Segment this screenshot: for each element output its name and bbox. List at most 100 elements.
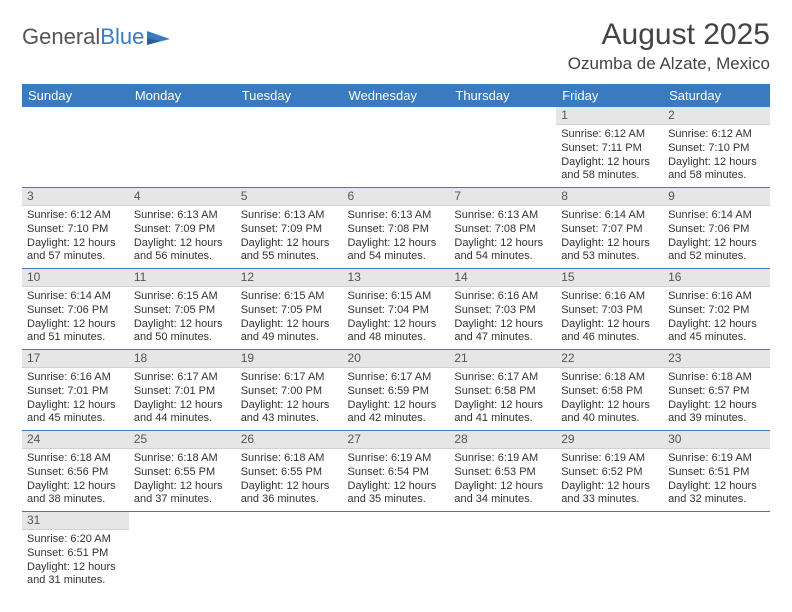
- calendar-day-cell: 28Sunrise: 6:19 AMSunset: 6:53 PMDayligh…: [449, 431, 556, 512]
- daylight-line: Daylight: 12 hours and 52 minutes.: [668, 237, 765, 265]
- daylight-line: Daylight: 12 hours and 42 minutes.: [348, 399, 445, 427]
- day-details: Sunrise: 6:19 AMSunset: 6:52 PMDaylight:…: [556, 449, 663, 511]
- calendar-empty-cell: [236, 107, 343, 188]
- sunset-line: Sunset: 7:09 PM: [241, 223, 338, 237]
- sunset-line: Sunset: 7:04 PM: [348, 304, 445, 318]
- calendar-day-cell: 9Sunrise: 6:14 AMSunset: 7:06 PMDaylight…: [663, 188, 770, 269]
- sunrise-line: Sunrise: 6:15 AM: [241, 290, 338, 304]
- calendar-day-cell: 3Sunrise: 6:12 AMSunset: 7:10 PMDaylight…: [22, 188, 129, 269]
- day-details: Sunrise: 6:16 AMSunset: 7:01 PMDaylight:…: [22, 368, 129, 430]
- calendar-empty-cell: [449, 512, 556, 593]
- day-details: Sunrise: 6:16 AMSunset: 7:02 PMDaylight:…: [663, 287, 770, 349]
- sunrise-line: Sunrise: 6:19 AM: [348, 452, 445, 466]
- day-number: 19: [236, 350, 343, 368]
- sunset-line: Sunset: 6:59 PM: [348, 385, 445, 399]
- sunset-line: Sunset: 6:55 PM: [241, 466, 338, 480]
- page-header: GeneralBlue August 2025 Ozumba de Alzate…: [22, 18, 770, 74]
- sunset-line: Sunset: 7:02 PM: [668, 304, 765, 318]
- day-details: Sunrise: 6:15 AMSunset: 7:05 PMDaylight:…: [129, 287, 236, 349]
- day-details: Sunrise: 6:15 AMSunset: 7:04 PMDaylight:…: [343, 287, 450, 349]
- location: Ozumba de Alzate, Mexico: [568, 54, 770, 74]
- day-number: 24: [22, 431, 129, 449]
- day-details: Sunrise: 6:13 AMSunset: 7:08 PMDaylight:…: [449, 206, 556, 268]
- sunrise-line: Sunrise: 6:19 AM: [668, 452, 765, 466]
- daylight-line: Daylight: 12 hours and 48 minutes.: [348, 318, 445, 346]
- sunrise-line: Sunrise: 6:14 AM: [668, 209, 765, 223]
- calendar-empty-cell: [343, 107, 450, 188]
- calendar-day-cell: 17Sunrise: 6:16 AMSunset: 7:01 PMDayligh…: [22, 350, 129, 431]
- sunset-line: Sunset: 7:00 PM: [241, 385, 338, 399]
- calendar-day-cell: 18Sunrise: 6:17 AMSunset: 7:01 PMDayligh…: [129, 350, 236, 431]
- day-number: 8: [556, 188, 663, 206]
- sunrise-line: Sunrise: 6:15 AM: [348, 290, 445, 304]
- sunrise-line: Sunrise: 6:17 AM: [454, 371, 551, 385]
- calendar-day-cell: 13Sunrise: 6:15 AMSunset: 7:04 PMDayligh…: [343, 269, 450, 350]
- calendar-day-cell: 14Sunrise: 6:16 AMSunset: 7:03 PMDayligh…: [449, 269, 556, 350]
- day-number: 20: [343, 350, 450, 368]
- logo-text-blue: Blue: [100, 24, 144, 50]
- weekday-header: Sunday: [22, 84, 129, 107]
- day-number: 30: [663, 431, 770, 449]
- sunset-line: Sunset: 7:11 PM: [561, 142, 658, 156]
- calendar-day-cell: 12Sunrise: 6:15 AMSunset: 7:05 PMDayligh…: [236, 269, 343, 350]
- daylight-line: Daylight: 12 hours and 34 minutes.: [454, 480, 551, 508]
- calendar-day-cell: 26Sunrise: 6:18 AMSunset: 6:55 PMDayligh…: [236, 431, 343, 512]
- day-number: 23: [663, 350, 770, 368]
- daylight-line: Daylight: 12 hours and 58 minutes.: [668, 156, 765, 184]
- day-number: 14: [449, 269, 556, 287]
- daylight-line: Daylight: 12 hours and 33 minutes.: [561, 480, 658, 508]
- sunset-line: Sunset: 7:05 PM: [241, 304, 338, 318]
- sunset-line: Sunset: 6:54 PM: [348, 466, 445, 480]
- daylight-line: Daylight: 12 hours and 50 minutes.: [134, 318, 231, 346]
- sunset-line: Sunset: 7:01 PM: [27, 385, 124, 399]
- sunrise-line: Sunrise: 6:20 AM: [27, 533, 124, 547]
- sunrise-line: Sunrise: 6:13 AM: [134, 209, 231, 223]
- calendar-day-cell: 30Sunrise: 6:19 AMSunset: 6:51 PMDayligh…: [663, 431, 770, 512]
- day-details: Sunrise: 6:20 AMSunset: 6:51 PMDaylight:…: [22, 530, 129, 592]
- calendar-week-row: 1Sunrise: 6:12 AMSunset: 7:11 PMDaylight…: [22, 107, 770, 188]
- daylight-line: Daylight: 12 hours and 54 minutes.: [454, 237, 551, 265]
- sunset-line: Sunset: 7:10 PM: [668, 142, 765, 156]
- daylight-line: Daylight: 12 hours and 41 minutes.: [454, 399, 551, 427]
- daylight-line: Daylight: 12 hours and 53 minutes.: [561, 237, 658, 265]
- daylight-line: Daylight: 12 hours and 46 minutes.: [561, 318, 658, 346]
- day-number: 31: [22, 512, 129, 530]
- day-details: Sunrise: 6:18 AMSunset: 6:55 PMDaylight:…: [236, 449, 343, 511]
- daylight-line: Daylight: 12 hours and 47 minutes.: [454, 318, 551, 346]
- sunset-line: Sunset: 6:56 PM: [27, 466, 124, 480]
- calendar-week-row: 31Sunrise: 6:20 AMSunset: 6:51 PMDayligh…: [22, 512, 770, 593]
- day-number: 5: [236, 188, 343, 206]
- day-details: Sunrise: 6:16 AMSunset: 7:03 PMDaylight:…: [556, 287, 663, 349]
- day-details: Sunrise: 6:13 AMSunset: 7:09 PMDaylight:…: [236, 206, 343, 268]
- calendar-empty-cell: [129, 107, 236, 188]
- day-number: 6: [343, 188, 450, 206]
- weekday-header: Tuesday: [236, 84, 343, 107]
- sunset-line: Sunset: 7:05 PM: [134, 304, 231, 318]
- calendar-day-cell: 7Sunrise: 6:13 AMSunset: 7:08 PMDaylight…: [449, 188, 556, 269]
- day-number: 29: [556, 431, 663, 449]
- sunrise-line: Sunrise: 6:14 AM: [561, 209, 658, 223]
- day-details: Sunrise: 6:17 AMSunset: 6:58 PMDaylight:…: [449, 368, 556, 430]
- sunset-line: Sunset: 6:53 PM: [454, 466, 551, 480]
- calendar-empty-cell: [343, 512, 450, 593]
- sunrise-line: Sunrise: 6:18 AM: [134, 452, 231, 466]
- calendar-day-cell: 5Sunrise: 6:13 AMSunset: 7:09 PMDaylight…: [236, 188, 343, 269]
- day-details: Sunrise: 6:18 AMSunset: 6:56 PMDaylight:…: [22, 449, 129, 511]
- calendar-day-cell: 16Sunrise: 6:16 AMSunset: 7:02 PMDayligh…: [663, 269, 770, 350]
- daylight-line: Daylight: 12 hours and 57 minutes.: [27, 237, 124, 265]
- day-details: Sunrise: 6:17 AMSunset: 7:01 PMDaylight:…: [129, 368, 236, 430]
- weekday-header-row: SundayMondayTuesdayWednesdayThursdayFrid…: [22, 84, 770, 107]
- day-number: 9: [663, 188, 770, 206]
- calendar-week-row: 10Sunrise: 6:14 AMSunset: 7:06 PMDayligh…: [22, 269, 770, 350]
- calendar-body: 1Sunrise: 6:12 AMSunset: 7:11 PMDaylight…: [22, 107, 770, 592]
- day-number: 15: [556, 269, 663, 287]
- calendar-week-row: 3Sunrise: 6:12 AMSunset: 7:10 PMDaylight…: [22, 188, 770, 269]
- calendar-day-cell: 25Sunrise: 6:18 AMSunset: 6:55 PMDayligh…: [129, 431, 236, 512]
- calendar-day-cell: 15Sunrise: 6:16 AMSunset: 7:03 PMDayligh…: [556, 269, 663, 350]
- calendar-day-cell: 10Sunrise: 6:14 AMSunset: 7:06 PMDayligh…: [22, 269, 129, 350]
- daylight-line: Daylight: 12 hours and 35 minutes.: [348, 480, 445, 508]
- day-number: 27: [343, 431, 450, 449]
- calendar-day-cell: 29Sunrise: 6:19 AMSunset: 6:52 PMDayligh…: [556, 431, 663, 512]
- calendar-day-cell: 6Sunrise: 6:13 AMSunset: 7:08 PMDaylight…: [343, 188, 450, 269]
- calendar-day-cell: 22Sunrise: 6:18 AMSunset: 6:58 PMDayligh…: [556, 350, 663, 431]
